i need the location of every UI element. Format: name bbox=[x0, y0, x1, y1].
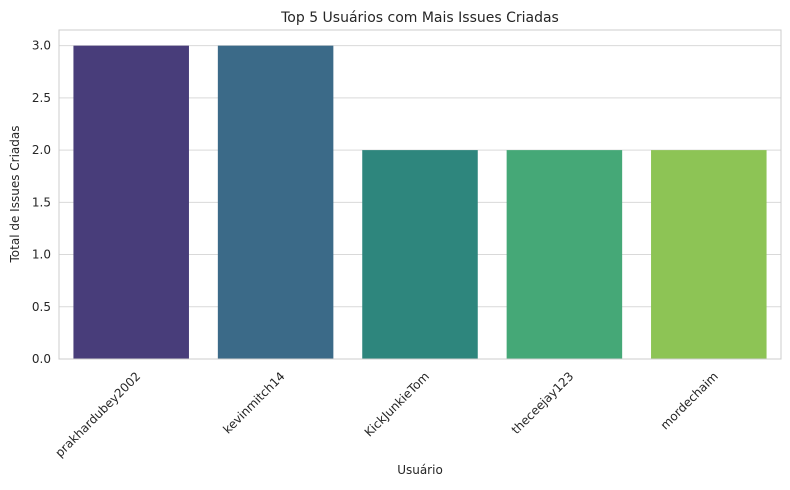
x-tick-label: KickJunkieTom bbox=[362, 369, 432, 439]
bar-KickJunkieTom bbox=[362, 150, 478, 359]
plot-frame bbox=[58, 29, 782, 360]
bar-kevinmitch14 bbox=[217, 45, 334, 360]
y-tick-label: 3.0 bbox=[32, 39, 51, 53]
y-tick-labels: 0.0 0.5 1.0 1.5 2.0 2.5 3.0 bbox=[32, 39, 51, 366]
y-tick-label: 0.0 bbox=[32, 352, 51, 366]
x-tick-label: mordechaim bbox=[658, 369, 721, 432]
x-tick-labels: prakhardubey2002 kevinmitch14 KickJunkieTo… bbox=[52, 369, 720, 460]
x-tick-label: kevinmitch14 bbox=[220, 369, 287, 436]
y-tick-label: 2.5 bbox=[32, 91, 51, 105]
y-tick-label: 2.0 bbox=[32, 143, 51, 157]
chart-title: Top 5 Usuários com Mais Issues Criadas bbox=[280, 10, 559, 26]
bar-prakhardubey2002 bbox=[73, 45, 189, 360]
y-tick-label: 1.0 bbox=[32, 248, 51, 262]
bar-mordechaim bbox=[651, 150, 767, 359]
y-tick-label: 0.5 bbox=[32, 300, 51, 314]
x-tick-label: theceejay123 bbox=[509, 369, 577, 437]
x-axis-label: Usuário bbox=[397, 463, 443, 477]
bar-theceejay123 bbox=[506, 150, 623, 359]
y-tick-label: 1.5 bbox=[32, 195, 51, 209]
y-axis-label: Total de Issues Criadas bbox=[8, 126, 22, 264]
bars bbox=[73, 45, 767, 360]
x-tick-label: prakhardubey2002 bbox=[52, 369, 143, 460]
